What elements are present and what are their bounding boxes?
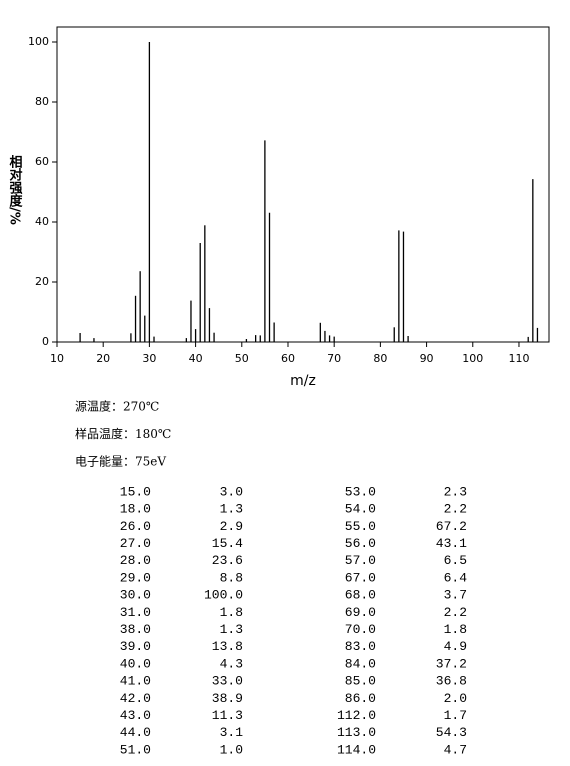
table-cell: 43.0 <box>120 708 151 723</box>
info-line: 源温度：270℃ <box>75 399 159 414</box>
y-axis-label: 相对强度/% <box>7 155 23 225</box>
table-cell: 28.0 <box>120 553 151 568</box>
table-cell: 4.9 <box>444 639 467 654</box>
plot-frame <box>56 26 550 343</box>
table-cell: 23.6 <box>212 553 243 568</box>
table-cell: 67.2 <box>436 519 467 534</box>
x-tick-label: 80 <box>373 352 387 365</box>
table-cell: 31.0 <box>120 605 151 620</box>
table-cell: 1.8 <box>220 605 243 620</box>
x-tick-label: 90 <box>420 352 434 365</box>
table-cell: 26.0 <box>120 519 151 534</box>
table-cell: 18.0 <box>120 502 151 517</box>
table-cell: 13.8 <box>212 639 243 654</box>
table-cell: 100.0 <box>204 588 243 603</box>
table-cell: 112.0 <box>337 708 376 723</box>
y-tick-label: 40 <box>35 215 49 228</box>
table-cell: 53.0 <box>345 484 376 499</box>
table-cell: 6.5 <box>444 553 467 568</box>
table-cell: 56.0 <box>345 536 376 551</box>
table-cell: 2.2 <box>444 502 467 517</box>
info-line: 样品温度：180℃ <box>75 426 171 441</box>
table-cell: 1.7 <box>444 708 467 723</box>
x-axis-label: m/z <box>290 373 316 389</box>
table-cell: 51.0 <box>120 742 151 757</box>
table-cell: 42.0 <box>120 691 151 706</box>
table-cell: 44.0 <box>120 725 151 740</box>
table-cell: 84.0 <box>345 656 376 671</box>
table-cell: 54.3 <box>436 725 467 740</box>
info-line: 电子能量：75eV <box>75 455 166 469</box>
table-cell: 70.0 <box>345 622 376 637</box>
table-cell: 30.0 <box>120 588 151 603</box>
table-cell: 57.0 <box>345 553 376 568</box>
table-cell: 38.9 <box>212 691 243 706</box>
table-cell: 41.0 <box>120 674 151 689</box>
table-cell: 8.8 <box>220 570 243 585</box>
table-cell: 3.7 <box>444 588 467 603</box>
table-cell: 2.3 <box>444 484 467 499</box>
table-cell: 3.1 <box>220 725 244 740</box>
table-cell: 36.8 <box>436 674 467 689</box>
y-tick-label: 100 <box>28 35 49 48</box>
table-cell: 3.0 <box>220 484 243 499</box>
table-cell: 33.0 <box>212 674 243 689</box>
x-tick-label: 30 <box>142 352 156 365</box>
y-tick-label: 0 <box>42 335 49 348</box>
table-cell: 2.9 <box>220 519 243 534</box>
table-cell: 4.3 <box>220 656 243 671</box>
table-cell: 2.2 <box>444 605 467 620</box>
table-cell: 29.0 <box>120 570 151 585</box>
table-cell: 1.3 <box>220 502 243 517</box>
x-tick-label: 50 <box>235 352 249 365</box>
table-cell: 67.0 <box>345 570 376 585</box>
table-cell: 39.0 <box>120 639 151 654</box>
x-tick-label: 70 <box>327 352 341 365</box>
table-cell: 38.0 <box>120 622 151 637</box>
table-cell: 69.0 <box>345 605 376 620</box>
table-cell: 40.0 <box>120 656 151 671</box>
table-cell: 114.0 <box>337 742 376 757</box>
table-cell: 1.0 <box>220 742 243 757</box>
x-tick-label: 110 <box>508 352 529 365</box>
table-cell: 43.1 <box>436 536 467 551</box>
table-cell: 15.4 <box>212 536 243 551</box>
table-cell: 68.0 <box>345 588 376 603</box>
table-cell: 15.0 <box>120 484 151 499</box>
table-cell: 6.4 <box>444 570 468 585</box>
table-cell: 55.0 <box>345 519 376 534</box>
y-tick-label: 80 <box>35 95 49 108</box>
table-cell: 85.0 <box>345 674 376 689</box>
table-cell: 1.8 <box>444 622 467 637</box>
table-cell: 11.3 <box>212 708 243 723</box>
y-tick-label: 20 <box>35 275 49 288</box>
table-cell: 113.0 <box>337 725 376 740</box>
x-tick-label: 40 <box>189 352 203 365</box>
x-tick-label: 100 <box>462 352 483 365</box>
x-tick-label: 60 <box>281 352 295 365</box>
table-cell: 27.0 <box>120 536 151 551</box>
table-cell: 86.0 <box>345 691 376 706</box>
table-cell: 4.7 <box>444 742 467 757</box>
x-tick-label: 20 <box>96 352 110 365</box>
table-cell: 54.0 <box>345 502 376 517</box>
y-tick-label: 60 <box>35 155 49 168</box>
x-tick-label: 10 <box>50 352 64 365</box>
table-cell: 2.0 <box>444 691 467 706</box>
table-cell: 37.2 <box>436 656 467 671</box>
table-cell: 83.0 <box>345 639 376 654</box>
table-cell: 1.3 <box>220 622 243 637</box>
